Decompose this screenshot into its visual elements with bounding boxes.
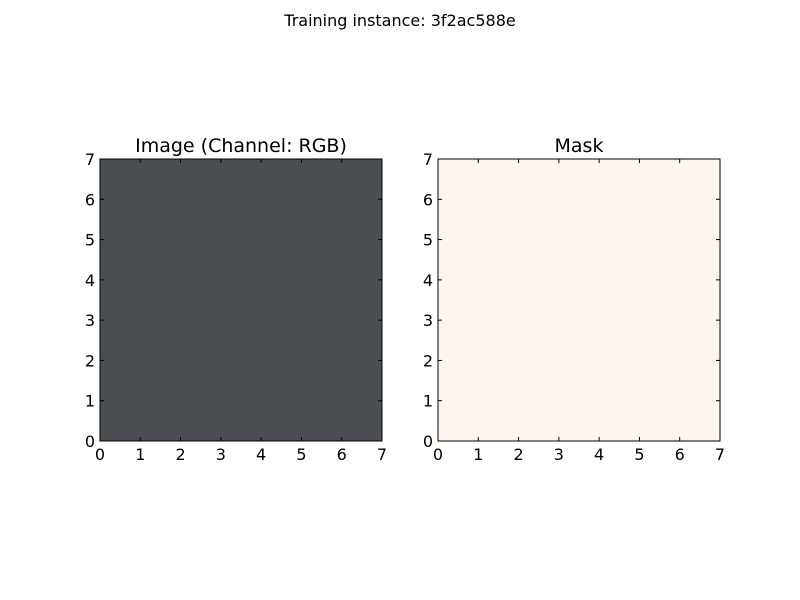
y-tick-label: 3 (423, 311, 433, 330)
y-tick-label: 1 (423, 392, 433, 411)
x-tick-label: 7 (715, 445, 725, 464)
image-panel-title: Image (Channel: RGB) (135, 135, 347, 157)
x-tick-label: 2 (513, 445, 523, 464)
x-tick-label: 4 (594, 445, 604, 464)
mask-panel-ticks: 0 1 2 3 4 5 6 7 0 1 2 3 4 5 6 7 (423, 150, 725, 464)
x-tick-label: 7 (377, 445, 387, 464)
mask-panel: Mask 0 1 2 3 4 5 6 7 0 1 2 3 4 5 6 7 (423, 135, 725, 464)
y-tick-label: 2 (85, 351, 95, 370)
y-tick-label: 1 (85, 392, 95, 411)
y-tick-label: 3 (85, 311, 95, 330)
image-panel-ticks: 0 1 2 3 4 5 6 7 0 1 2 3 4 5 6 7 (85, 150, 387, 464)
mask-panel-frame (437, 158, 721, 442)
x-tick-label: 5 (634, 445, 644, 464)
y-tick-label: 5 (85, 231, 95, 250)
image-panel: Image (Channel: RGB) 0 1 2 3 4 5 6 7 0 1 2 3 4 5 6 7 (85, 135, 387, 464)
y-tick-label: 2 (423, 351, 433, 370)
y-tick-label: 0 (85, 432, 95, 451)
y-tick-label: 0 (423, 432, 433, 451)
figure-suptitle: Training instance: 3f2ac588e (283, 11, 515, 30)
x-tick-label: 3 (216, 445, 226, 464)
image-heatmap (100, 159, 382, 441)
y-tick-label: 6 (85, 190, 95, 209)
x-tick-label: 0 (95, 445, 105, 464)
y-tick-label: 7 (423, 150, 433, 169)
x-tick-label: 1 (135, 445, 145, 464)
x-tick-label: 4 (256, 445, 266, 464)
x-tick-label: 6 (675, 445, 685, 464)
y-tick-label: 4 (85, 271, 95, 290)
x-tick-label: 0 (433, 445, 443, 464)
y-tick-label: 6 (423, 190, 433, 209)
mask-panel-title: Mask (555, 135, 604, 157)
x-tick-label: 5 (296, 445, 306, 464)
x-tick-label: 6 (337, 445, 347, 464)
x-tick-label: 1 (473, 445, 483, 464)
image-panel-frame (99, 158, 383, 442)
mask-heatmap (438, 159, 720, 441)
y-tick-label: 7 (85, 150, 95, 169)
x-tick-label: 3 (554, 445, 564, 464)
y-tick-label: 4 (423, 271, 433, 290)
x-tick-label: 2 (175, 445, 185, 464)
y-tick-label: 5 (423, 231, 433, 250)
